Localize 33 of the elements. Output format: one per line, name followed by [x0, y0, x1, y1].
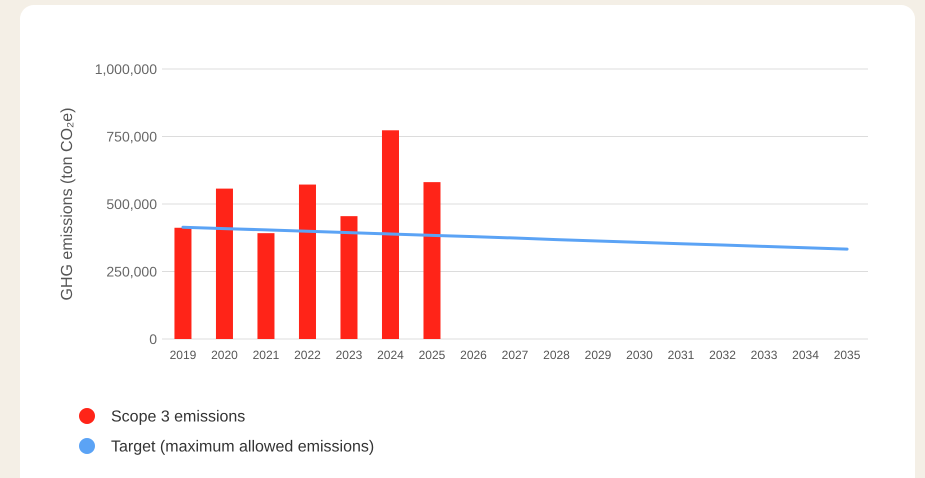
line-series — [181, 226, 849, 251]
x-tick-label: 2020 — [211, 348, 238, 362]
bar — [340, 216, 358, 339]
y-tick-label: 1,000,000 — [94, 60, 158, 77]
x-tick-label: 2028 — [543, 348, 570, 362]
x-tick-label: 2023 — [336, 348, 363, 362]
x-tick-label: 2032 — [709, 348, 736, 362]
x-tick-label: 2019 — [170, 348, 197, 362]
x-tick-label: 2029 — [584, 348, 612, 362]
bar — [216, 188, 233, 339]
y-tick-label: 500,000 — [106, 196, 158, 212]
x-tick-label: 2033 — [750, 348, 778, 362]
bar — [423, 182, 440, 339]
y-tick-label: 250,000 — [106, 263, 158, 280]
x-tick-label: 2021 — [252, 348, 280, 362]
x-tick-label: 2031 — [668, 348, 695, 362]
y-tick-label: 750,000 — [106, 128, 158, 144]
legend-label: Scope 3 emissions — [111, 408, 246, 426]
y-tick-label: 0 — [149, 330, 158, 347]
bar — [298, 184, 316, 339]
x-tick-label: 2034 — [792, 348, 820, 362]
x-tick-label: 2026 — [460, 348, 488, 362]
y-axis-title: GHG emissions (ton CO₂e) — [59, 108, 76, 300]
x-tick-label: 2024 — [377, 348, 404, 362]
x-tick-label: 2035 — [834, 348, 861, 362]
x-tick-label: 2030 — [626, 348, 654, 362]
x-tick-label: 2025 — [418, 348, 446, 362]
legend-label: Target (maximum allowed emissions) — [111, 438, 374, 456]
bar — [174, 228, 192, 339]
x-tick-label: 2027 — [502, 348, 529, 362]
bar — [382, 130, 399, 339]
x-tick-label: 2022 — [294, 348, 322, 362]
bar — [257, 233, 274, 339]
